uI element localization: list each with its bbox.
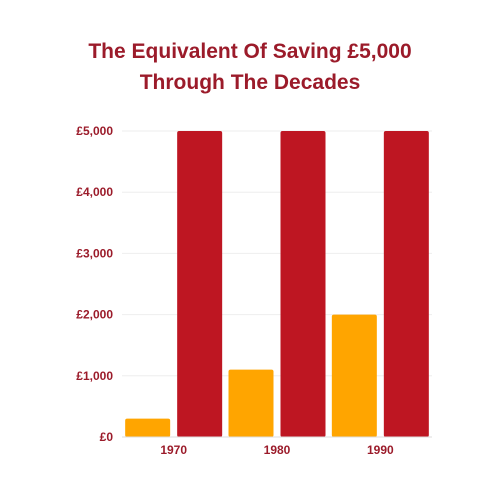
- bar-1970-series-1: [125, 418, 171, 437]
- chart-title-line-1: The Equivalent Of Saving £5,000: [88, 40, 412, 63]
- x-tick-label: 1980: [264, 443, 291, 457]
- bar-1990-series-2: [383, 131, 429, 437]
- y-tick-label: £3,000: [76, 246, 113, 260]
- bar-1970-series-2: [177, 131, 223, 437]
- bar-1980-series-1: [228, 369, 274, 437]
- y-tick-label: £4,000: [76, 185, 113, 199]
- x-tick-label: 1990: [367, 443, 394, 457]
- bar-1980-series-2: [280, 131, 326, 437]
- y-tick-label: £5,000: [76, 124, 113, 138]
- x-tick-label: 1970: [160, 443, 187, 457]
- chart-title: The Equivalent Of Saving £5,000 Through …: [0, 36, 500, 98]
- y-tick-label: £0: [100, 430, 114, 444]
- y-tick-label: £2,000: [76, 308, 113, 322]
- chart-title-line-2: Through The Decades: [139, 71, 361, 94]
- y-tick-label: £1,000: [76, 369, 113, 383]
- bar-1990-series-1: [331, 314, 377, 437]
